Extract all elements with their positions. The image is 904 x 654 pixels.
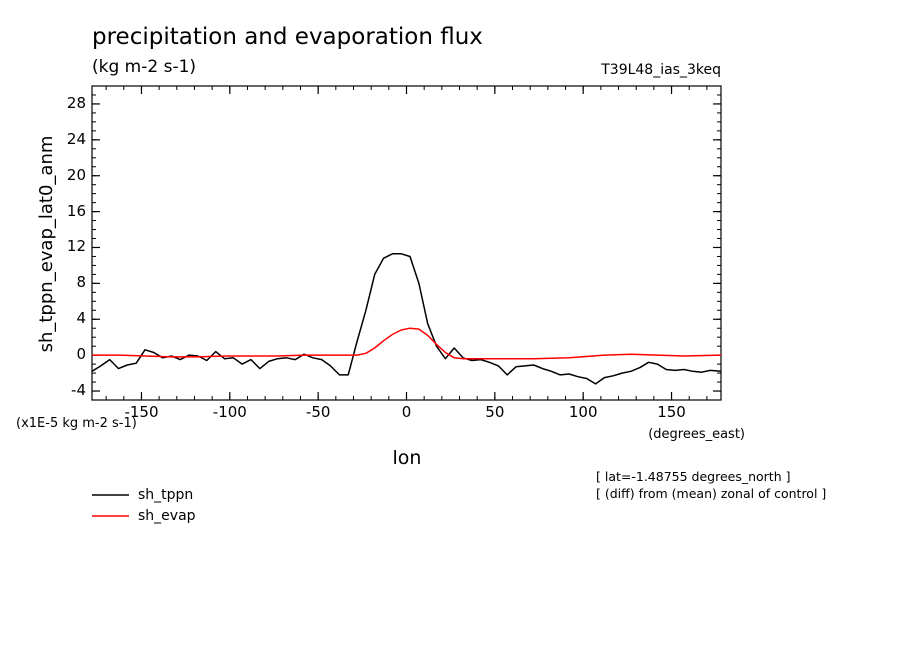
- legend-lines: [92, 494, 129, 517]
- x-tick-label: -50: [305, 403, 331, 421]
- y-tick-label: 0: [76, 345, 86, 364]
- y-tick-label: 20: [66, 165, 86, 184]
- y-tick-label: 24: [66, 129, 86, 148]
- x-units-label: (degrees_east): [648, 427, 745, 442]
- y-tick-label: 8: [76, 273, 86, 292]
- diff-note: [ (diff) from (mean) zonal of control ]: [596, 486, 827, 501]
- y-tick-label: 28: [66, 93, 86, 112]
- plot-frame: [91, 85, 722, 401]
- y-axis-label: sh_tppn_evap_lat0_anm: [36, 135, 57, 353]
- x-tick-label: -150: [124, 403, 159, 421]
- axis-ticks: [92, 86, 721, 400]
- legend-label-sh-evap: sh_evap: [138, 508, 196, 524]
- x-tick-label: 100: [568, 403, 598, 421]
- x-tick-label: -100: [212, 403, 247, 421]
- y-scale-note: (x1E-5 kg m-2 s-1): [16, 416, 137, 431]
- run-label: T39L48_ias_3keq: [601, 62, 721, 78]
- legend-label-sh-tppn: sh_tppn: [138, 487, 194, 503]
- x-tick-label: 150: [657, 403, 686, 421]
- series-line-sh-tppn: [91, 253, 722, 385]
- chart-title: precipitation and evaporation flux: [92, 24, 483, 50]
- series-lines: [91, 253, 722, 385]
- y-tick-label: 16: [66, 201, 86, 220]
- x-tick-label: 0: [401, 403, 412, 421]
- x-axis-label: lon: [392, 447, 422, 469]
- x-tick-label: 50: [485, 403, 505, 421]
- chart-units-subtitle: (kg m-2 s-1): [92, 57, 197, 77]
- y-tick-label: 4: [76, 309, 86, 328]
- lat-note: [ lat=-1.48755 degrees_north ]: [596, 469, 791, 484]
- y-tick-label: 12: [66, 237, 86, 256]
- series-line-sh-evap: [92, 327, 722, 360]
- y-tick-label: -4: [71, 381, 86, 400]
